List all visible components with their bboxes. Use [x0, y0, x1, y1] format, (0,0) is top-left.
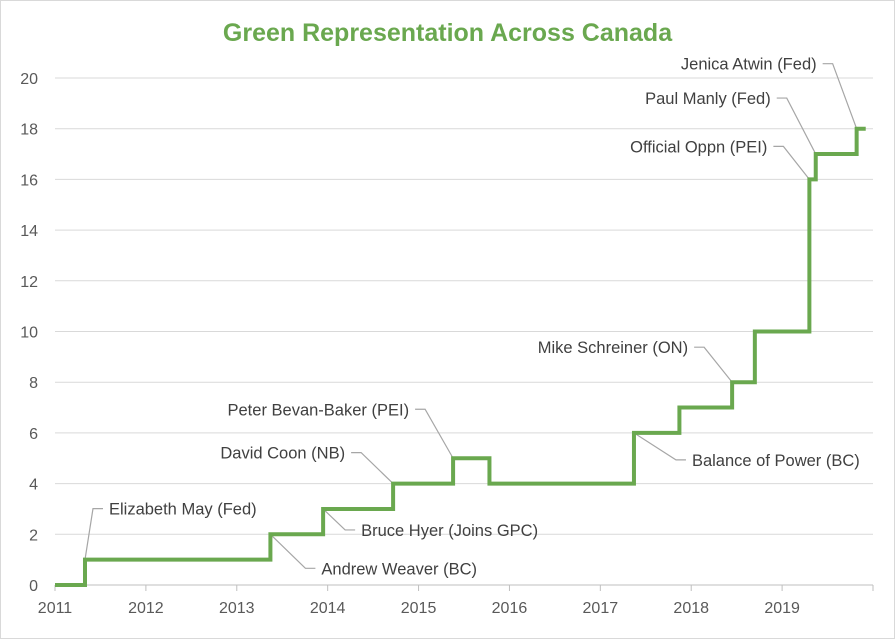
annotation-label: Official Oppn (PEI) [630, 138, 767, 156]
x-tick-label: 2019 [764, 600, 800, 617]
x-tick-label: 2018 [673, 600, 709, 617]
annotation-labels: Elizabeth May (Fed) Andrew Weaver (BC) Bru… [109, 56, 860, 579]
series-line [55, 126, 866, 587]
y-axis-ticks: 0 2 4 6 8 10 12 14 16 18 20 [20, 71, 38, 595]
annotation-leaders [84, 63, 858, 569]
x-tick-label: 2016 [492, 600, 528, 617]
annotation-label: Bruce Hyer (Joins GPC) [361, 522, 538, 540]
x-tick-label: 2015 [401, 600, 437, 617]
annotation-label: Elizabeth May (Fed) [109, 501, 257, 519]
y-tick-label: 18 [20, 122, 38, 139]
annotation-leader [351, 452, 394, 485]
y-tick-label: 14 [20, 223, 38, 240]
annotation-label: Balance of Power (BC) [692, 452, 860, 470]
y-tick-label: 0 [29, 578, 38, 595]
series-group [55, 126, 866, 587]
y-tick-label: 10 [20, 325, 38, 342]
x-tick-label: 2011 [38, 600, 73, 617]
annotation-leader [694, 346, 733, 383]
annotation-leader [322, 508, 356, 531]
x-tick-label: 2012 [128, 600, 164, 617]
annotation-leader [84, 508, 103, 560]
y-tick-label: 6 [29, 426, 38, 443]
y-tick-label: 8 [29, 375, 38, 392]
chart-title: Green Representation Across Canada [222, 19, 673, 47]
y-tick-label: 4 [29, 477, 38, 494]
y-tick-label: 2 [29, 527, 38, 544]
y-tick-label: 12 [20, 274, 38, 291]
annotation-leader [269, 533, 316, 569]
annotation-label: Paul Manly (Fed) [645, 90, 771, 108]
annotation-leader [776, 97, 817, 155]
x-tick-label: 2017 [583, 600, 619, 617]
x-tick-label: 2013 [219, 600, 255, 617]
annotation-leader [773, 145, 810, 180]
annotation-label: Mike Schreiner (ON) [538, 339, 688, 357]
y-tick-label: 20 [20, 71, 38, 88]
annotation-leader [822, 63, 858, 129]
x-axis-ticks: 2011 2012 2013 2014 2015 2016 2017 2018 2019 [38, 585, 874, 617]
annotation-leader [415, 408, 454, 459]
annotation-label: Peter Bevan-Baker (PEI) [228, 401, 410, 419]
annotation-label: David Coon (NB) [220, 445, 345, 463]
annotation-label: Andrew Weaver (BC) [321, 560, 477, 578]
annotation-leader [633, 432, 686, 461]
y-tick-label: 16 [20, 172, 38, 189]
annotation-label: Jenica Atwin (Fed) [681, 56, 817, 74]
x-tick-label: 2014 [310, 600, 346, 617]
